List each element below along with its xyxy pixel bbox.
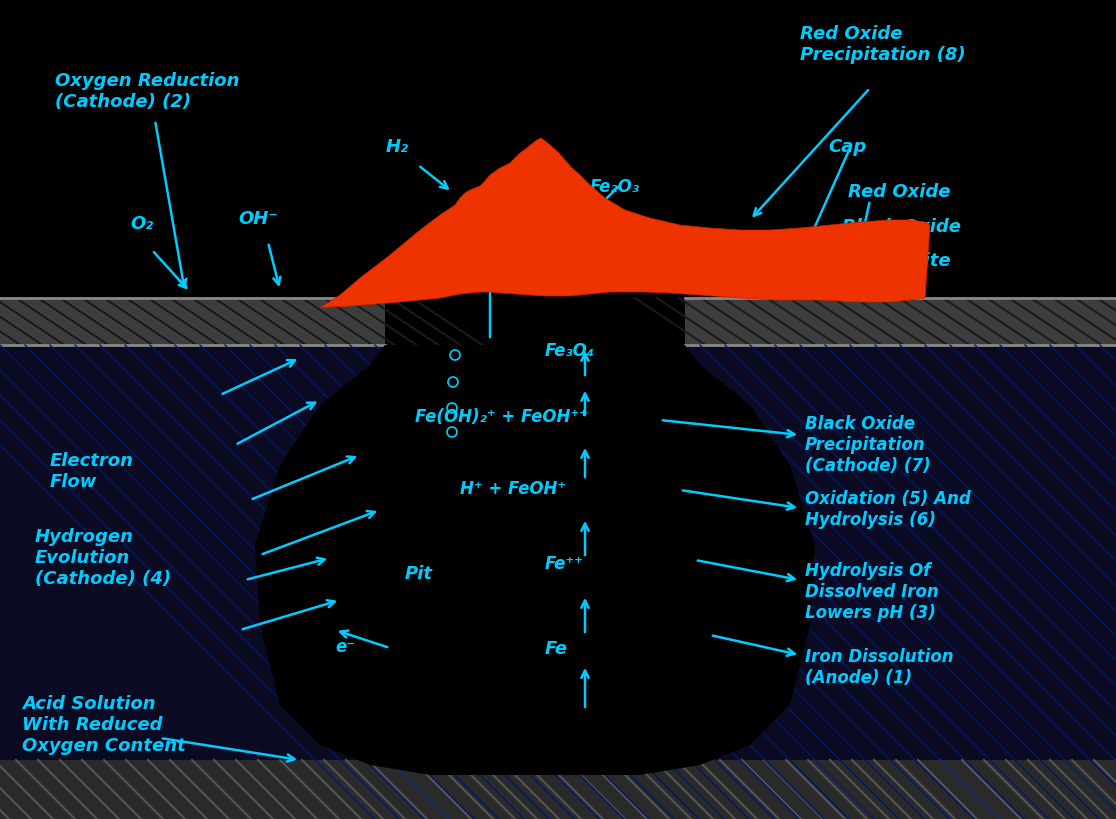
Text: Fe⁺⁺: Fe⁺⁺ (545, 555, 584, 573)
Bar (685, 298, 1116, 345)
Text: Oxidation (5) And
Hydrolysis (6): Oxidation (5) And Hydrolysis (6) (805, 490, 971, 529)
Text: Fe₃O₄: Fe₃O₄ (545, 342, 595, 360)
Text: Acid Solution
With Reduced
Oxygen Content: Acid Solution With Reduced Oxygen Conten… (22, 695, 185, 754)
Text: Red Oxide
Precipitation (8): Red Oxide Precipitation (8) (800, 25, 965, 64)
Text: Pit: Pit (405, 565, 433, 583)
Text: Fe(OH)₂⁺ + FeOH⁺⁺: Fe(OH)₂⁺ + FeOH⁺⁺ (415, 408, 588, 426)
Text: Electron
Flow: Electron Flow (50, 452, 134, 491)
Text: Black Oxide: Black Oxide (841, 218, 961, 236)
Text: Red Oxide: Red Oxide (848, 183, 951, 201)
Text: OH⁻: OH⁻ (238, 210, 278, 228)
Polygon shape (254, 345, 815, 775)
Text: Hydrolysis Of
Dissolved Iron
Lowers pH (3): Hydrolysis Of Dissolved Iron Lowers pH (… (805, 562, 939, 622)
Text: Cap: Cap (828, 138, 866, 156)
Bar (0, 760, 1116, 819)
Text: Fe₂O₃: Fe₂O₃ (590, 178, 639, 196)
Text: e⁻: e⁻ (335, 638, 355, 656)
Text: Magnetite: Magnetite (848, 252, 952, 270)
Text: Black Oxide
Precipitation
(Cathode) (7): Black Oxide Precipitation (Cathode) (7) (805, 415, 931, 474)
Text: Iron Dissolution
(Anode) (1): Iron Dissolution (Anode) (1) (805, 648, 954, 687)
Text: Fe: Fe (545, 640, 568, 658)
Bar (0, 298, 385, 345)
Text: H⁺ + FeOH⁺: H⁺ + FeOH⁺ (460, 480, 566, 498)
Text: Oxygen Reduction
(Cathode) (2): Oxygen Reduction (Cathode) (2) (55, 72, 240, 111)
Text: Hydrogen
Evolution
(Cathode) (4): Hydrogen Evolution (Cathode) (4) (35, 528, 171, 587)
Polygon shape (320, 138, 930, 308)
Text: H₂: H₂ (385, 138, 408, 156)
Bar (0, 345, 1116, 819)
Text: O₂: O₂ (129, 215, 153, 233)
